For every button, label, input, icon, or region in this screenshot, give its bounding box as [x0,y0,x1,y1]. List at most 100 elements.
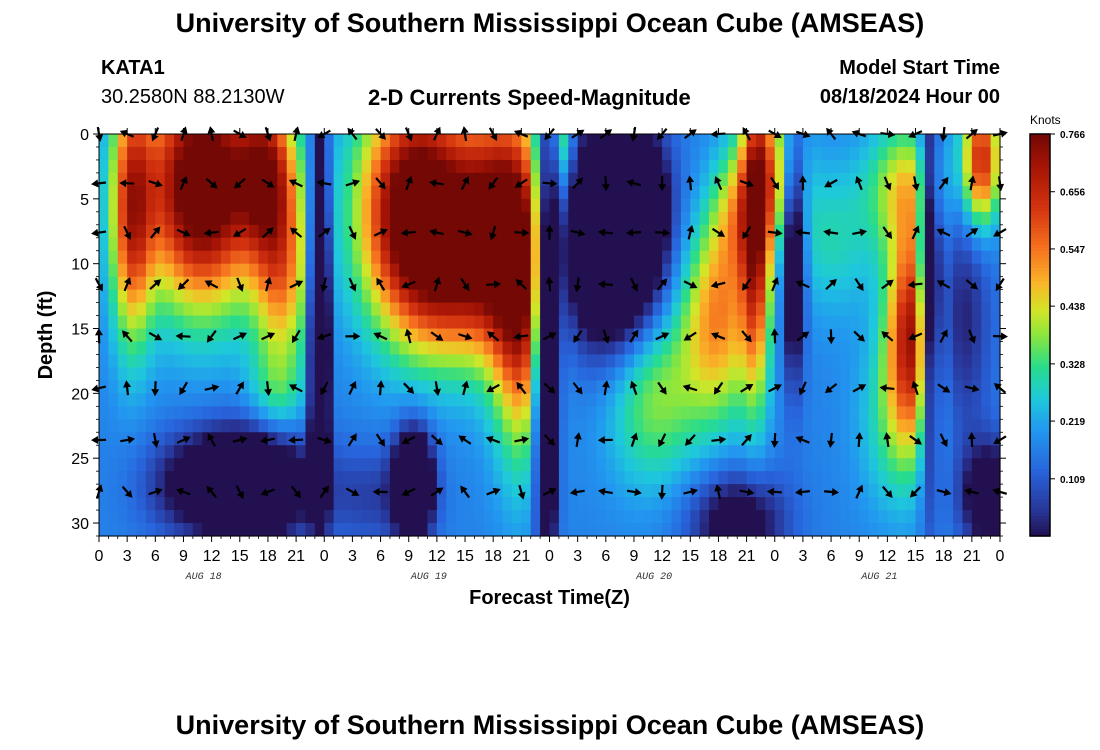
heatmap-cell [934,367,945,381]
colorbar-segment [1030,321,1050,326]
heatmap-cell [361,237,372,252]
heatmap-cell [211,172,222,187]
heatmap-cell [774,198,785,213]
heatmap-cell [765,289,776,304]
heatmap-cell [286,367,297,381]
heatmap-cell [521,445,532,459]
heatmap-cell [737,250,748,265]
current-arrow [964,384,980,393]
heatmap-cell [755,471,766,485]
heatmap-cell [277,432,288,446]
heatmap-cell [643,185,654,200]
heatmap-cell [296,484,307,498]
heatmap-cell [915,354,926,369]
heatmap-cell [605,354,616,369]
current-arrow [149,279,162,290]
heatmap-cell [174,250,185,265]
heatmap-cell [408,419,419,433]
heatmap-cell [784,185,795,200]
heatmap-cell [127,237,138,252]
heatmap-cell [652,445,663,459]
colorbar-segment [1030,472,1050,477]
heatmap-cell [230,263,241,278]
heatmap-cell [596,146,607,161]
heatmap-cell [699,406,710,420]
heatmap-cell [568,250,579,265]
current-arrow [992,332,1008,341]
heatmap-cell [812,471,823,485]
heatmap-cell [305,471,316,485]
heatmap-cell [343,198,354,213]
heatmap-cell [305,497,316,511]
colorbar-tick-label: 0.328 [1060,360,1085,371]
heatmap-cell [549,367,560,381]
heatmap-cell [277,328,288,343]
heatmap-cell [296,523,307,537]
heatmap-cell [314,458,325,472]
heatmap-cell [408,172,419,187]
heatmap-cell [680,276,691,291]
heatmap-cell [821,510,832,524]
heatmap-cell [99,523,109,537]
heatmap-cell [202,263,213,278]
heatmap-cell [305,523,316,537]
heatmap-cell [924,159,935,174]
heatmap-cell [849,406,860,420]
heatmap-cell [192,471,203,485]
heatmap-cell [202,419,213,433]
heatmap-cell [896,263,907,278]
heatmap-cell [117,198,128,213]
heatmap-cell [99,276,109,291]
heatmap-cell [483,224,494,239]
current-arrow [911,176,920,192]
heatmap-cell [596,237,607,252]
current-arrow [571,129,585,139]
heatmap-cell [530,432,541,446]
heatmap-cell [174,302,185,317]
heatmap-cell [202,497,213,511]
heatmap-cell [558,237,569,252]
heatmap-cell [202,315,213,330]
heatmap-cell [868,224,879,239]
heatmap-cell [371,419,382,433]
heatmap-cell [164,302,175,317]
heatmap-cell [915,367,926,381]
heatmap-cell [333,185,344,200]
heatmap-cell [117,224,128,239]
heatmap-cell [568,159,579,174]
heatmap-cell [633,471,644,485]
current-arrow [855,175,863,191]
heatmap-cell [774,276,785,291]
heatmap-cell [352,172,363,187]
current-arrow [232,435,248,444]
heatmap-cell [380,134,391,148]
heatmap-cell [765,471,776,485]
heatmap-cell [934,341,945,356]
heatmap-cell [755,393,766,407]
colorbar-segment [1030,509,1050,514]
heatmap-cell [971,263,982,278]
heatmap-cell [145,497,156,511]
heatmap-cell [727,393,738,407]
heatmap-cell [924,315,935,330]
current-arrow [968,175,976,191]
heatmap-cell [624,367,635,381]
heatmap-cell [577,289,588,304]
heatmap-cell [577,367,588,381]
heatmap-cell [690,367,701,381]
heatmap-cell [465,328,476,343]
heatmap-cell [605,510,616,524]
heatmap-cell [249,289,260,304]
heatmap-cell [784,497,795,511]
heatmap-cell [474,419,485,433]
heatmap-cell [849,211,860,226]
heatmap-cell [953,445,964,459]
heatmap-cell [436,471,447,485]
heatmap-cell [474,198,485,213]
heatmap-cell [962,250,973,265]
heatmap-cell [136,172,147,187]
heatmap-cell [896,224,907,239]
heatmap-cell [530,484,541,498]
colorbar-segment [1030,201,1050,205]
current-arrow [711,227,726,237]
